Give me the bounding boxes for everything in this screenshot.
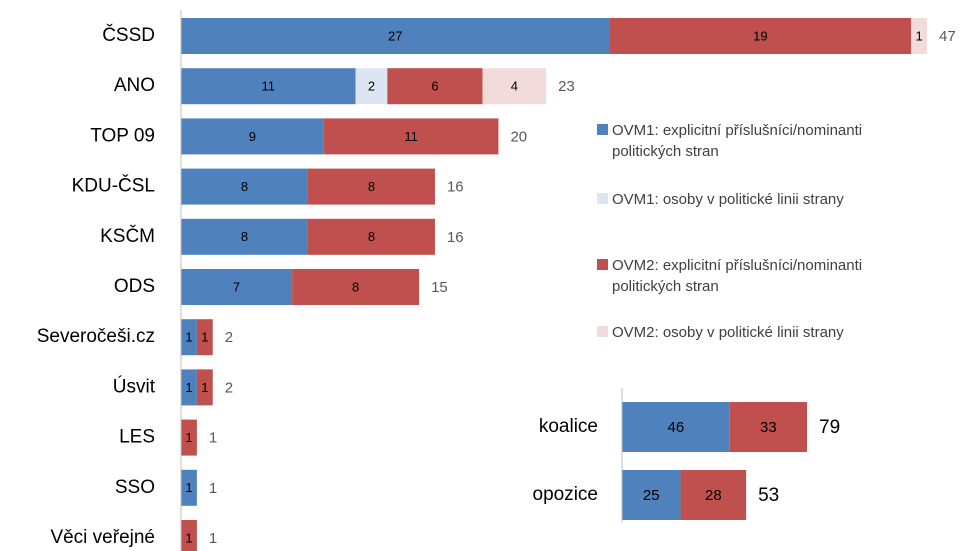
bar-segment [181, 319, 197, 356]
legend-item: OVM1: explicitní příslušníci/nominanti p… [597, 120, 897, 162]
segment-label: 1 [185, 530, 192, 545]
category-label: Úsvit [113, 375, 156, 397]
total-label: 1 [209, 480, 217, 497]
bar-segment [181, 118, 324, 155]
bar-segment [622, 402, 730, 452]
legend-label: OVM1: explicitní příslušníci/nominanti p… [612, 122, 863, 160]
segment-label: 6 [431, 79, 438, 94]
bar-segment [609, 18, 912, 54]
bar-segment [181, 419, 197, 456]
total-label: 16 [447, 229, 464, 246]
segment-label: 8 [241, 179, 248, 194]
segment-label: 4 [511, 79, 518, 94]
total-label: 1 [209, 530, 217, 547]
bar-segment [181, 168, 308, 205]
legend-item: OVM2: osoby v politické linii strany [597, 322, 897, 343]
total-label: 2 [225, 379, 233, 396]
legend-label: OVM2: osoby v politické linii strany [612, 324, 844, 341]
category-label: ČSSD [102, 24, 155, 46]
bar-segment [323, 118, 499, 155]
legend-swatch [597, 124, 608, 135]
bar-segment [181, 18, 610, 54]
bar-segment [387, 68, 483, 105]
segment-label: 8 [352, 279, 359, 294]
segment-label: 9 [249, 129, 256, 144]
segment-label: 1 [915, 28, 922, 43]
category-label: KDU-ČSL [72, 175, 155, 197]
bar-segment [181, 369, 197, 406]
bar-segment [181, 269, 293, 305]
segment-label: 1 [185, 430, 192, 445]
bar-segment [355, 68, 388, 105]
segment-label: 1 [201, 380, 208, 395]
segment-label: 33 [760, 419, 777, 436]
segment-label: 46 [668, 419, 685, 436]
total-label: 20 [510, 128, 527, 145]
legend-swatch [597, 259, 608, 270]
legend-item: OVM1: osoby v politické linii strany [597, 189, 897, 210]
category-label: LES [119, 427, 155, 448]
bar-segment [181, 520, 197, 551]
segment-label: 7 [233, 279, 240, 294]
total-label: 2 [225, 329, 233, 346]
total-label: 1 [209, 430, 217, 447]
category-label: opozice [533, 484, 599, 505]
category-label: Severočeši.cz [37, 326, 155, 347]
bar-segment [680, 470, 747, 520]
segment-label: 11 [404, 129, 418, 144]
segment-label: 1 [201, 330, 208, 345]
legend-swatch [597, 193, 608, 204]
category-label: SSO [115, 477, 155, 498]
bar-segment [196, 319, 213, 356]
legend-label: OVM2: explicitní příslušníci/nominanti p… [612, 257, 863, 295]
bar-segment [196, 369, 213, 406]
bar-segment [181, 469, 197, 506]
segment-label: 25 [643, 487, 660, 504]
total-label: 16 [447, 179, 464, 196]
bar-segment [622, 470, 681, 520]
segment-label: 1 [185, 380, 192, 395]
category-label: ANO [114, 75, 155, 96]
category-label: Věci veřejné [50, 527, 155, 548]
segment-label: 2 [368, 79, 375, 94]
bar-segment [911, 18, 927, 54]
segment-label: 11 [262, 79, 276, 94]
segment-label: 27 [388, 28, 402, 43]
legend-swatch [597, 326, 608, 337]
total-label: 79 [819, 417, 840, 438]
bar-segment [292, 269, 420, 305]
legend-item: OVM2: explicitní příslušníci/nominanti p… [597, 255, 897, 297]
total-label: 15 [431, 279, 448, 296]
legend-label: OVM1: osoby v politické linii strany [612, 191, 844, 208]
bar-segment [307, 218, 435, 255]
total-label: 53 [758, 485, 779, 506]
category-label: koalice [539, 416, 598, 437]
segment-label: 1 [185, 330, 192, 345]
bar-segment [181, 68, 356, 105]
segment-label: 8 [368, 229, 375, 244]
category-label: KSČM [100, 225, 155, 247]
segment-label: 8 [368, 179, 375, 194]
total-label: 47 [939, 28, 956, 45]
category-label: TOP 09 [90, 125, 155, 146]
bar-segment [181, 218, 308, 255]
category-label: ODS [114, 276, 155, 297]
bar-segment [307, 168, 435, 205]
segment-label: 8 [241, 229, 248, 244]
segment-label: 28 [705, 487, 722, 504]
total-label: 23 [558, 78, 575, 95]
segment-label: 19 [753, 28, 767, 43]
segment-label: 1 [185, 480, 192, 495]
bar-segment [482, 68, 547, 105]
bar-segment [729, 402, 807, 452]
